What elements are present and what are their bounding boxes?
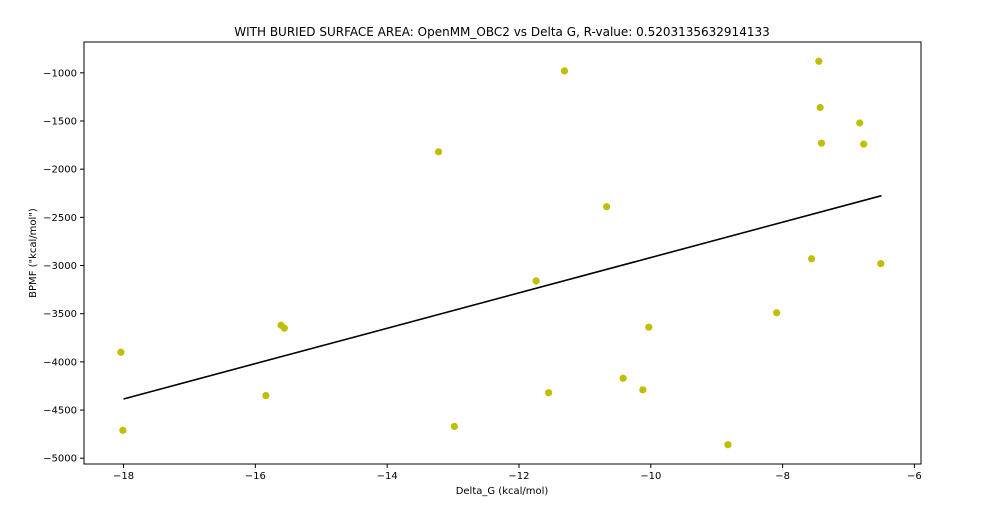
x-axis-ticks: −18 −16 −14 −12 −10 −8 −6 (113, 464, 922, 482)
scatter-point (117, 348, 125, 356)
scatter-point (639, 386, 647, 394)
y-tick-label: −1000 (43, 68, 77, 79)
chart-title: WITH BURIED SURFACE AREA: OpenMM_OBC2 vs… (234, 25, 769, 39)
scatter-point (280, 324, 288, 332)
y-tick-label: −2000 (43, 165, 77, 176)
plot-area (83, 41, 922, 465)
x-tick-label: −8 (775, 471, 790, 482)
x-tick-label: −10 (640, 471, 661, 482)
scatter-point (645, 323, 653, 331)
scatter-point (816, 103, 824, 112)
y-axis-ticks: −1000 −1500 −2000 −2500 −3000 −3500 −4000 −4500… (43, 68, 84, 465)
scatter-point (877, 259, 885, 268)
y-tick-label: −3000 (43, 261, 77, 272)
y-tick-label: −1500 (43, 117, 77, 128)
data-points-layer (117, 57, 885, 449)
y-axis-label: BPMF ("kcal/mol") (28, 208, 39, 298)
scatter-point (860, 140, 868, 148)
scatter-point (856, 119, 864, 127)
plot-frame (83, 41, 922, 465)
scatter-point (560, 67, 569, 75)
y-tick-label: −4000 (43, 357, 77, 368)
scatter-point (434, 148, 443, 156)
scatter-point (773, 309, 781, 317)
x-tick-label: −12 (508, 471, 529, 482)
scatter-point (817, 139, 826, 147)
scatter-point (619, 374, 627, 382)
trend-line-layer (123, 194, 882, 400)
x-axis-label: Delta_G (kcal/mol) (456, 486, 549, 497)
x-tick-label: −6 (907, 471, 922, 482)
scatter-point (119, 426, 127, 434)
scatter-point (603, 203, 611, 211)
x-tick-label: −14 (377, 471, 398, 482)
y-tick-label: −2500 (43, 213, 77, 224)
scatter-point (532, 277, 540, 285)
y-tick-label: −4500 (43, 406, 77, 417)
y-tick-label: −5000 (43, 454, 77, 465)
scatter-point (724, 441, 732, 449)
x-tick-label: −16 (245, 471, 266, 482)
x-tick-label: −18 (113, 471, 134, 482)
scatter-point (815, 57, 823, 65)
regression-line (123, 194, 882, 400)
scatter-point (262, 391, 270, 400)
scatter-point (450, 422, 458, 431)
scatter-point (807, 255, 816, 263)
scatter-point (545, 389, 553, 397)
y-tick-label: −3500 (43, 309, 77, 320)
